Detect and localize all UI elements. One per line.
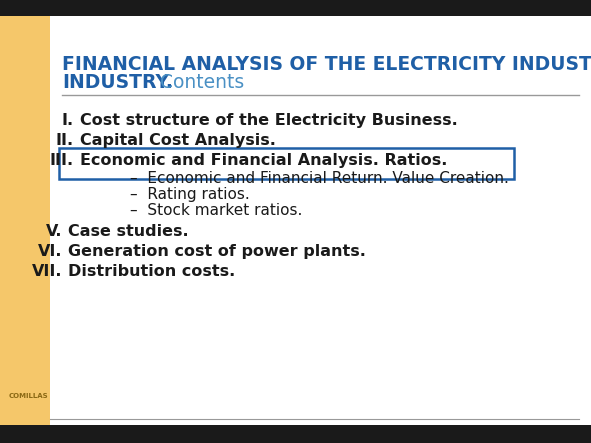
Text: Generation cost of power plants.: Generation cost of power plants. <box>68 244 366 259</box>
Text: VI.: VI. <box>38 244 62 259</box>
Text: VII.: VII. <box>31 264 62 279</box>
Text: –  Stock market ratios.: – Stock market ratios. <box>130 203 303 218</box>
Text: Contents: Contents <box>154 73 244 92</box>
Text: –  Economic and Financial Return. Value Creation.: – Economic and Financial Return. Value C… <box>130 171 509 186</box>
Text: Cost structure of the Electricity Business.: Cost structure of the Electricity Busine… <box>80 113 457 128</box>
Text: V.: V. <box>46 224 62 239</box>
Text: Economic and Financial Analysis. Ratios.: Economic and Financial Analysis. Ratios. <box>80 153 447 168</box>
Text: –  Rating ratios.: – Rating ratios. <box>130 187 250 202</box>
Text: Distribution costs.: Distribution costs. <box>68 264 235 279</box>
Text: Capital Cost Analysis.: Capital Cost Analysis. <box>80 133 275 148</box>
Text: II.: II. <box>56 133 74 148</box>
Text: I.: I. <box>61 113 74 128</box>
Text: III.: III. <box>50 153 74 168</box>
Text: COMILLAS: COMILLAS <box>9 392 48 399</box>
Text: FINANCIAL ANALYSIS OF THE ELECTRICITY INDUSTRY.: FINANCIAL ANALYSIS OF THE ELECTRICITY IN… <box>62 55 591 74</box>
Text: INDUSTRY.: INDUSTRY. <box>62 73 173 92</box>
Text: Case studies.: Case studies. <box>68 224 189 239</box>
